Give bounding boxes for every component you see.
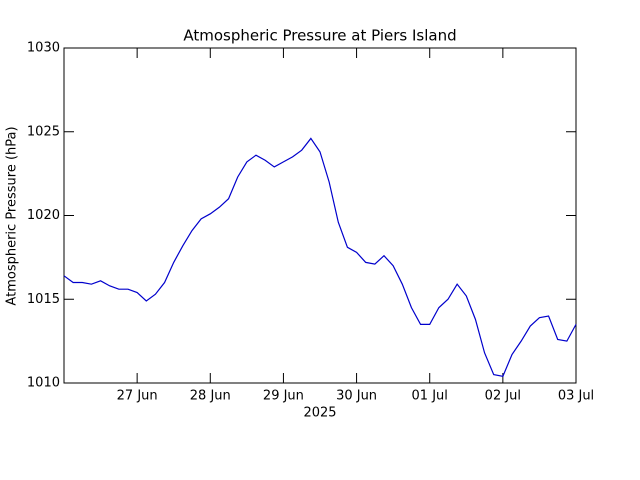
x-tick-label: 27 Jun bbox=[117, 389, 158, 404]
y-tick-label: 1015 bbox=[27, 292, 60, 307]
y-axis-label: Atmospheric Pressure (hPa) bbox=[5, 126, 20, 305]
x-axis-label: 2025 bbox=[303, 406, 336, 421]
y-tick-label: 1025 bbox=[27, 124, 60, 139]
x-tick-label: 01 Jul bbox=[412, 389, 448, 404]
x-tick-label: 03 Jul bbox=[558, 389, 594, 404]
y-tick-label: 1010 bbox=[27, 376, 60, 391]
x-tick-label: 28 Jun bbox=[190, 389, 231, 404]
data-line bbox=[63, 137, 577, 377]
x-tick-label: 29 Jun bbox=[263, 389, 304, 404]
chart-title: Atmospheric Pressure at Piers Island bbox=[183, 27, 456, 45]
y-tick-label: 1020 bbox=[27, 208, 60, 223]
x-tick-label: 30 Jun bbox=[336, 389, 377, 404]
x-tick-label: 02 Jul bbox=[485, 389, 521, 404]
y-tick-label: 1030 bbox=[27, 41, 60, 56]
